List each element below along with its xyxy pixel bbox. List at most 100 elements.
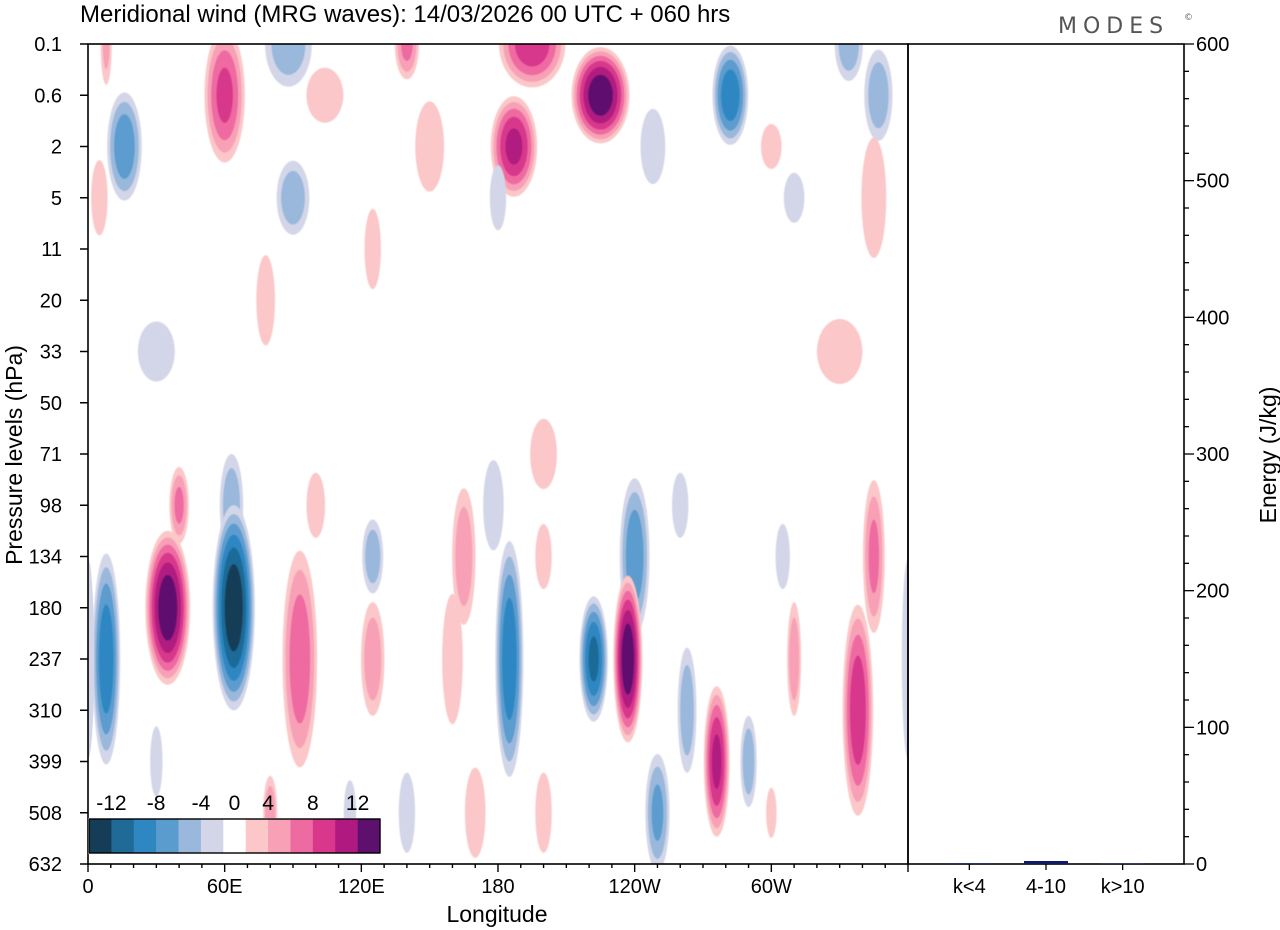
energy-bar [947, 863, 992, 864]
wind-anomaly-blob [766, 787, 777, 838]
wind-anomaly-blob [535, 524, 552, 589]
y-tick-label: 2 [51, 137, 62, 159]
wind-anomaly-blob [677, 647, 697, 773]
wind-anomaly-blob [276, 160, 310, 235]
contour-band [711, 734, 722, 789]
contour-band [789, 617, 800, 701]
contour-band [816, 319, 863, 384]
contour-band [721, 69, 740, 121]
contour-band [483, 460, 504, 551]
wind-anomaly-blob [107, 92, 142, 201]
colorbar-swatch [268, 819, 291, 853]
contour-band [672, 472, 689, 538]
colorbar-swatch [312, 819, 336, 853]
wind-anomaly-blob [712, 45, 749, 145]
wind-anomaly-blob [613, 575, 643, 743]
colorbar-label: 4 [262, 792, 274, 815]
colorbar-swatch [290, 819, 314, 853]
x-tick-label: 120W [609, 876, 661, 898]
wind-anomaly-blob [783, 172, 805, 223]
wind-anomaly-blob [489, 165, 507, 231]
x-tick-label: 60E [207, 876, 243, 898]
contour-band [588, 636, 599, 682]
figure-title: Meridional wind (MRG waves): 14/03/2026 … [80, 1, 730, 28]
energy-axis: 0 100 200 300 400 500 600 [1184, 34, 1229, 876]
contour-band [861, 137, 887, 258]
wind-anomaly-blob [394, 44, 419, 80]
y-tick-label: 98 [40, 495, 62, 517]
contour-band [761, 124, 782, 169]
energy-category-label: 4-10 [1026, 876, 1066, 898]
contour-band [640, 108, 666, 185]
wind-anomaly-blob [306, 472, 326, 538]
contour-band [98, 604, 114, 714]
wind-anomaly-blob [861, 137, 887, 258]
contour-band [216, 67, 233, 123]
wind-anomaly-blob [495, 541, 524, 777]
y-tick-label: 632 [29, 854, 62, 876]
wind-anomaly-blob [442, 593, 463, 725]
contour-band [621, 623, 635, 695]
colorbar-label: -4 [192, 792, 211, 815]
energy-bar [1024, 860, 1068, 864]
contour-band [289, 594, 311, 724]
energy-bars: k<4 4-10 k>10 [947, 860, 1145, 898]
contour-band [588, 74, 613, 116]
contour-band [868, 519, 880, 594]
wind-anomaly-blob [169, 467, 189, 544]
colorbar: -12 -8 -4 0 4 8 12 [88, 792, 381, 854]
y-tick-label: 11 [41, 239, 62, 261]
x-tick-label: 120E [338, 876, 385, 898]
contour-band [489, 165, 507, 231]
y-tick-label: 310 [29, 700, 62, 722]
contour-band [224, 564, 243, 652]
wind-anomaly-blob [362, 519, 384, 594]
contour-band [281, 170, 305, 225]
wind-anomaly-blob [816, 319, 863, 384]
wind-anomaly-blob [204, 44, 245, 163]
x-axis-label: Longitude [446, 901, 547, 927]
colorbar-swatch [178, 819, 202, 853]
contour-band [306, 67, 344, 123]
contour-band [271, 44, 306, 75]
energy-tick-label: 300 [1196, 444, 1229, 466]
energy-tick-label: 200 [1196, 581, 1229, 603]
colorbar-swatch [133, 819, 157, 853]
wind-anomaly-blob [398, 772, 416, 853]
energy-bar [1100, 863, 1145, 864]
wind-anomaly-blob [740, 715, 757, 808]
wind-anomaly-blob [645, 753, 670, 864]
energy-tick-label: 600 [1196, 34, 1229, 56]
energy-tick-label: 500 [1196, 171, 1229, 193]
wind-anomaly-blob [212, 505, 255, 711]
wind-anomaly-blob [775, 524, 790, 589]
x-tick-label: 0 [82, 876, 93, 898]
y-tick-label: 134 [29, 547, 62, 569]
y-tick-label: 5 [51, 188, 62, 210]
wind-anomaly-blob [787, 602, 802, 716]
contour-band [651, 784, 664, 841]
contour-band [102, 44, 110, 69]
wind-anomaly-blob [703, 686, 730, 837]
contour-band [398, 772, 416, 853]
colorbar-swatch [156, 819, 179, 853]
wind-anomaly-blob [150, 726, 163, 797]
wind-anomaly-blob [452, 488, 476, 625]
contour-band [442, 593, 463, 725]
colorbar-swatch [111, 819, 135, 853]
contour-band [158, 575, 178, 641]
wind-anomaly-blob [145, 530, 191, 685]
contour-band [137, 321, 175, 382]
contour-band [849, 655, 866, 765]
colorbar-label: 8 [307, 792, 319, 815]
wind-anomaly-blob [530, 418, 557, 490]
contour-band [901, 558, 908, 760]
contour-band [401, 44, 413, 61]
contour-band [415, 101, 445, 192]
contour-band [680, 664, 694, 756]
wind-anomaly-blob [361, 602, 385, 716]
wind-anomaly-blob [137, 321, 175, 382]
energy-tick-label: 0 [1196, 854, 1207, 876]
colorbar-swatch [223, 819, 246, 853]
